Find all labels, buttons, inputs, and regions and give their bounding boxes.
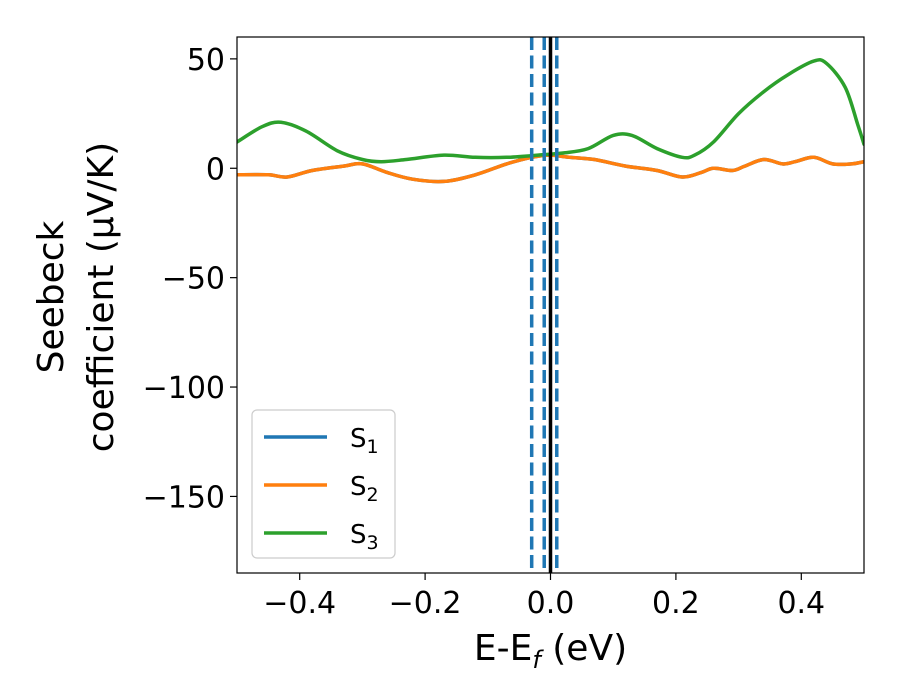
legend-label-s1: S1 xyxy=(350,424,379,458)
plot-area xyxy=(237,37,864,573)
y-axis: 50 0 −50 −100 −150 xyxy=(143,43,237,515)
y-tick-label: −150 xyxy=(143,480,225,515)
x-tick-label: 0.4 xyxy=(777,586,825,621)
y-tick-label: 0 xyxy=(206,152,225,187)
y-axis-label: Seebeck coefficient (μV/K) xyxy=(31,142,122,452)
svg-text:Seebeck: Seebeck xyxy=(31,220,72,373)
legend-label-s2: S2 xyxy=(350,472,379,506)
legend-label-s3: S3 xyxy=(350,520,379,554)
x-tick-label: 0.0 xyxy=(527,586,575,621)
series-line-s3 xyxy=(237,58,864,164)
x-tick-label: −0.2 xyxy=(389,586,462,621)
y-tick-label: −50 xyxy=(162,262,225,297)
svg-text:coefficient (μV/K): coefficient (μV/K) xyxy=(81,142,122,452)
x-tick-label: −0.4 xyxy=(263,586,336,621)
x-axis-label: E-Ef (eV) xyxy=(474,628,627,674)
x-axis: −0.4 −0.2 0.0 0.2 0.4 xyxy=(263,573,825,621)
y-tick-label: −100 xyxy=(143,371,225,406)
y-tick-label: 50 xyxy=(187,43,225,78)
legend: S1 S2 S3 xyxy=(251,409,396,559)
series-line-s2 xyxy=(237,153,864,184)
x-tick-label: 0.2 xyxy=(652,586,700,621)
